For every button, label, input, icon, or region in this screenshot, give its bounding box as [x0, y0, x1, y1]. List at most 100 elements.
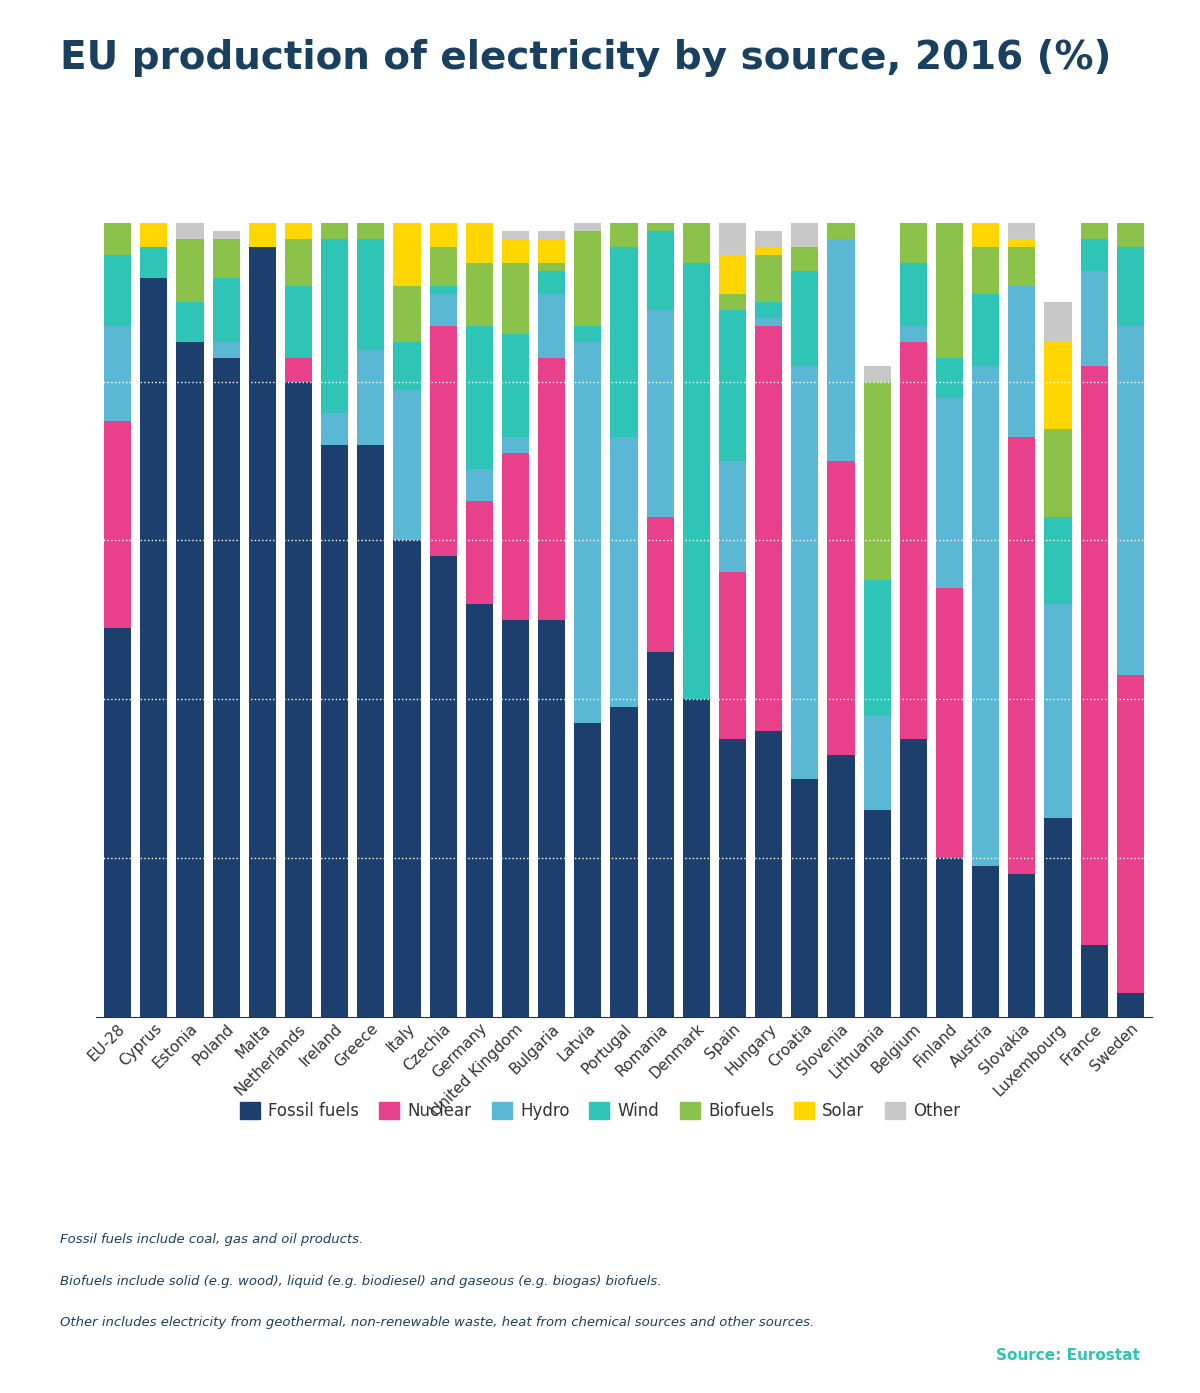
Bar — [575, 343, 601, 723]
Bar — [212, 238, 240, 279]
Bar — [502, 334, 529, 437]
Bar — [140, 247, 168, 279]
Bar — [322, 215, 348, 223]
Bar — [791, 223, 818, 247]
Bar — [1080, 199, 1108, 208]
Bar — [394, 343, 420, 390]
Bar — [719, 294, 746, 311]
Bar — [466, 605, 493, 1017]
Bar — [358, 223, 384, 238]
Bar — [647, 652, 673, 1017]
Bar — [104, 176, 131, 191]
Text: Fossil fuels include coal, gas and oil products.: Fossil fuels include coal, gas and oil p… — [60, 1233, 364, 1245]
Bar — [575, 326, 601, 343]
Bar — [900, 199, 926, 223]
Bar — [611, 247, 637, 437]
Bar — [176, 302, 204, 343]
Bar — [647, 215, 673, 231]
Bar — [936, 588, 964, 858]
Bar — [104, 326, 131, 421]
Bar — [1008, 238, 1036, 247]
Bar — [972, 223, 1000, 247]
Bar — [647, 517, 673, 652]
Bar — [212, 279, 240, 343]
Bar — [683, 199, 710, 223]
Bar — [1044, 605, 1072, 819]
Bar — [755, 318, 782, 326]
Bar — [1117, 247, 1144, 326]
Bar — [538, 262, 565, 270]
Bar — [104, 215, 131, 255]
Bar — [611, 708, 637, 1017]
Bar — [936, 215, 964, 358]
Bar — [538, 294, 565, 358]
Bar — [1008, 287, 1036, 437]
Bar — [719, 738, 746, 1017]
Bar — [538, 238, 565, 262]
Bar — [828, 223, 854, 238]
Bar — [755, 255, 782, 302]
Bar — [647, 208, 673, 215]
Bar — [1044, 429, 1072, 517]
Bar — [864, 715, 890, 811]
Bar — [394, 540, 420, 1017]
Bar — [538, 620, 565, 1017]
Bar — [647, 311, 673, 517]
Bar — [466, 500, 493, 605]
Bar — [284, 223, 312, 238]
Bar — [322, 223, 348, 238]
Bar — [900, 223, 926, 262]
Bar — [466, 208, 493, 215]
Bar — [611, 223, 637, 247]
Bar — [430, 247, 457, 287]
Bar — [647, 231, 673, 311]
Bar — [864, 366, 890, 382]
Bar — [502, 453, 529, 620]
Text: Source: Eurostat: Source: Eurostat — [996, 1348, 1140, 1364]
Bar — [248, 208, 276, 247]
Bar — [972, 247, 1000, 294]
Bar — [755, 326, 782, 731]
Bar — [719, 311, 746, 461]
Bar — [611, 437, 637, 708]
Bar — [755, 302, 782, 318]
Bar — [719, 255, 746, 294]
Bar — [575, 723, 601, 1017]
Bar — [683, 262, 710, 699]
Bar — [358, 350, 384, 446]
Bar — [284, 215, 312, 223]
Bar — [284, 287, 312, 358]
Bar — [1080, 946, 1108, 1017]
Bar — [791, 779, 818, 1017]
Bar — [466, 469, 493, 500]
Bar — [900, 326, 926, 343]
Bar — [719, 223, 746, 255]
Bar — [972, 294, 1000, 366]
Bar — [755, 731, 782, 1017]
Bar — [466, 215, 493, 262]
Text: Other includes electricity from geothermal, non-renewable waste, heat from chemi: Other includes electricity from geotherm… — [60, 1316, 815, 1329]
Bar — [176, 238, 204, 302]
Bar — [755, 231, 782, 247]
Bar — [864, 811, 890, 1017]
Bar — [430, 287, 457, 294]
Bar — [140, 191, 168, 247]
Text: Biofuels include solid (e.g. wood), liquid (e.g. biodiesel) and gaseous (e.g. bi: Biofuels include solid (e.g. wood), liqu… — [60, 1275, 661, 1287]
Bar — [683, 223, 710, 262]
Bar — [176, 223, 204, 238]
Bar — [502, 620, 529, 1017]
Bar — [575, 223, 601, 231]
Bar — [430, 556, 457, 1017]
Bar — [828, 461, 854, 755]
Bar — [358, 167, 384, 223]
Bar — [502, 231, 529, 238]
Bar — [502, 437, 529, 453]
Bar — [430, 223, 457, 247]
Bar — [828, 238, 854, 461]
Bar — [212, 231, 240, 238]
Bar — [322, 414, 348, 446]
Bar — [1044, 819, 1072, 1017]
Bar — [719, 573, 746, 738]
Bar — [1117, 159, 1144, 176]
Bar — [1080, 270, 1108, 366]
